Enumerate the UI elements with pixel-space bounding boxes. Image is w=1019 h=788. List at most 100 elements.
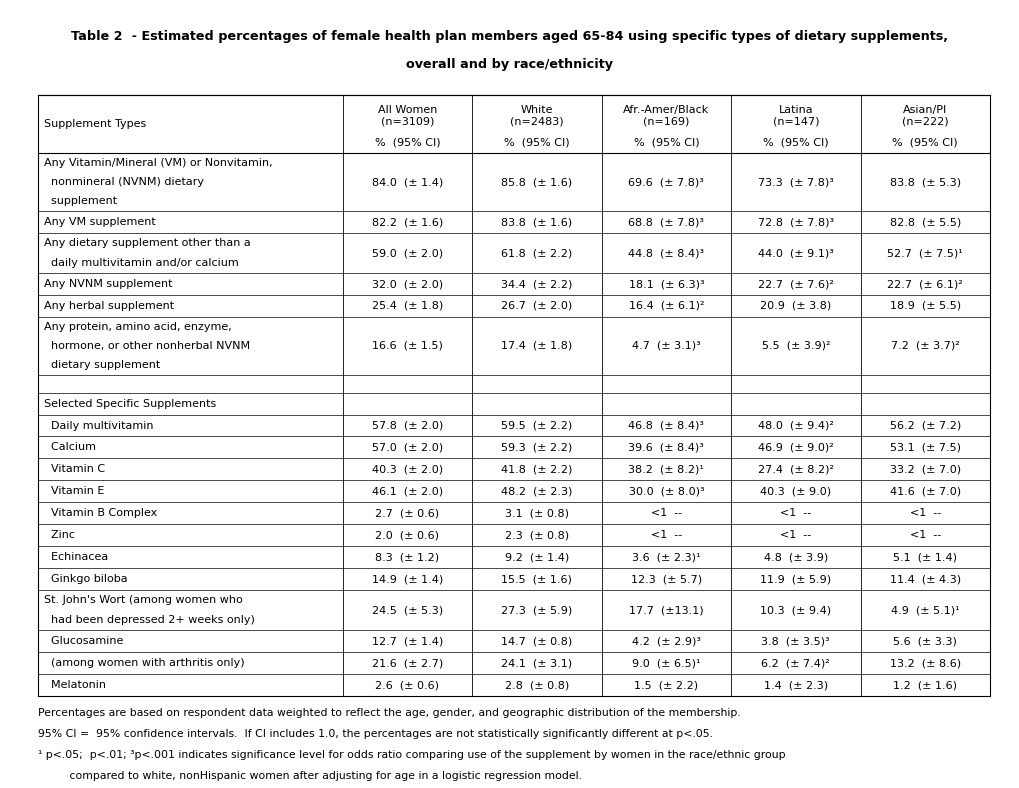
Text: 4.9  (± 5.1)¹: 4.9 (± 5.1)¹ — [890, 605, 959, 615]
Text: 3.8  (± 3.5)³: 3.8 (± 3.5)³ — [761, 636, 829, 646]
Text: 59.3  (± 2.2): 59.3 (± 2.2) — [500, 442, 572, 452]
Text: <1  --: <1 -- — [650, 530, 682, 541]
Text: 5.6  (± 3.3): 5.6 (± 3.3) — [893, 636, 956, 646]
Text: 4.7  (± 3.1)³: 4.7 (± 3.1)³ — [632, 341, 700, 351]
Text: 32.0  (± 2.0): 32.0 (± 2.0) — [372, 279, 442, 289]
Text: Daily multivitamin: Daily multivitamin — [44, 421, 153, 430]
Text: 82.8  (± 5.5): 82.8 (± 5.5) — [889, 217, 960, 227]
Text: Glucosamine: Glucosamine — [44, 636, 123, 646]
Text: 18.1  (± 6.3)³: 18.1 (± 6.3)³ — [628, 279, 703, 289]
Text: 52.7  (± 7.5)¹: 52.7 (± 7.5)¹ — [887, 248, 962, 258]
Text: 83.8  (± 1.6): 83.8 (± 1.6) — [500, 217, 572, 227]
Text: 24.1  (± 3.1): 24.1 (± 3.1) — [500, 658, 572, 668]
Text: Afr.-Amer/Black
(n=169): Afr.-Amer/Black (n=169) — [623, 105, 709, 126]
Text: (among women with arthritis only): (among women with arthritis only) — [44, 658, 245, 668]
Text: Percentages are based on respondent data weighted to reflect the age, gender, an: Percentages are based on respondent data… — [38, 708, 740, 718]
Text: 2.0  (± 0.6): 2.0 (± 0.6) — [375, 530, 439, 541]
Text: 39.6  (± 8.4)³: 39.6 (± 8.4)³ — [628, 442, 703, 452]
Text: 84.0  (± 1.4): 84.0 (± 1.4) — [371, 177, 442, 187]
Text: nonmineral (NVNM) dietary: nonmineral (NVNM) dietary — [44, 177, 204, 187]
Text: daily multivitamin and/or calcium: daily multivitamin and/or calcium — [44, 258, 238, 268]
Text: 5.1  (± 1.4): 5.1 (± 1.4) — [893, 552, 956, 562]
Text: 11.4  (± 4.3): 11.4 (± 4.3) — [889, 574, 960, 584]
Text: Table 2  - Estimated percentages of female health plan members aged 65-84 using : Table 2 - Estimated percentages of femal… — [71, 30, 948, 43]
Text: 16.6  (± 1.5): 16.6 (± 1.5) — [372, 341, 442, 351]
Text: <1  --: <1 -- — [650, 508, 682, 519]
Text: All Women
(n=3109): All Women (n=3109) — [377, 105, 436, 126]
Text: 69.6  (± 7.8)³: 69.6 (± 7.8)³ — [628, 177, 703, 187]
Bar — [38, 95, 989, 696]
Text: Vitamin B Complex: Vitamin B Complex — [44, 508, 157, 519]
Text: 11.9  (± 5.9): 11.9 (± 5.9) — [759, 574, 830, 584]
Text: Zinc: Zinc — [44, 530, 75, 541]
Text: 95% CI =  95% confidence intervals.  If CI includes 1.0, the percentages are not: 95% CI = 95% confidence intervals. If CI… — [38, 729, 712, 739]
Text: hormone, or other nonherbal NVNM: hormone, or other nonherbal NVNM — [44, 341, 250, 351]
Text: 44.8  (± 8.4)³: 44.8 (± 8.4)³ — [628, 248, 704, 258]
Text: 8.3  (± 1.2): 8.3 (± 1.2) — [375, 552, 439, 562]
Text: %  (95% CI): % (95% CI) — [503, 138, 569, 147]
Text: 14.9  (± 1.4): 14.9 (± 1.4) — [371, 574, 442, 584]
Text: 4.8  (± 3.9): 4.8 (± 3.9) — [763, 552, 827, 562]
Text: White
(n=2483): White (n=2483) — [510, 105, 564, 126]
Text: had been depressed 2+ weeks only): had been depressed 2+ weeks only) — [44, 615, 255, 625]
Text: 24.5  (± 5.3): 24.5 (± 5.3) — [372, 605, 442, 615]
Text: 17.7  (±13.1): 17.7 (±13.1) — [629, 605, 703, 615]
Text: 73.3  (± 7.8)³: 73.3 (± 7.8)³ — [757, 177, 833, 187]
Text: 3.6  (± 2.3)¹: 3.6 (± 2.3)¹ — [632, 552, 700, 562]
Text: Asian/PI
(n=222): Asian/PI (n=222) — [901, 105, 948, 126]
Text: 14.7  (± 0.8): 14.7 (± 0.8) — [500, 636, 572, 646]
Text: 12.7  (± 1.4): 12.7 (± 1.4) — [371, 636, 442, 646]
Text: <1  --: <1 -- — [780, 508, 811, 519]
Text: %  (95% CI): % (95% CI) — [374, 138, 440, 147]
Text: 9.2  (± 1.4): 9.2 (± 1.4) — [504, 552, 569, 562]
Text: ¹ p<.05;  p<.01; ³p<.001 indicates significance level for odds ratio comparing u: ¹ p<.05; p<.01; ³p<.001 indicates signif… — [38, 750, 785, 760]
Text: 30.0  (± 8.0)³: 30.0 (± 8.0)³ — [628, 486, 703, 496]
Text: 18.9  (± 5.5): 18.9 (± 5.5) — [889, 301, 960, 311]
Text: 33.2  (± 7.0): 33.2 (± 7.0) — [889, 464, 960, 474]
Text: 2.6  (± 0.6): 2.6 (± 0.6) — [375, 680, 439, 690]
Text: Vitamin C: Vitamin C — [44, 464, 105, 474]
Text: 57.8  (± 2.0): 57.8 (± 2.0) — [371, 421, 442, 430]
Text: 82.2  (± 1.6): 82.2 (± 1.6) — [371, 217, 442, 227]
Text: 27.3  (± 5.9): 27.3 (± 5.9) — [500, 605, 572, 615]
Text: %  (95% CI): % (95% CI) — [633, 138, 698, 147]
Text: 12.3  (± 5.7): 12.3 (± 5.7) — [630, 574, 701, 584]
Text: 83.8  (± 5.3): 83.8 (± 5.3) — [889, 177, 960, 187]
Text: overall and by race/ethnicity: overall and by race/ethnicity — [407, 58, 612, 71]
Text: 1.2  (± 1.6): 1.2 (± 1.6) — [893, 680, 956, 690]
Text: 22.7  (± 6.1)²: 22.7 (± 6.1)² — [887, 279, 962, 289]
Text: Supplement Types: Supplement Types — [44, 119, 146, 129]
Text: <1  --: <1 -- — [780, 530, 811, 541]
Text: 1.5  (± 2.2): 1.5 (± 2.2) — [634, 680, 698, 690]
Text: <1  --: <1 -- — [909, 508, 940, 519]
Text: 22.7  (± 7.6)²: 22.7 (± 7.6)² — [757, 279, 833, 289]
Text: Any Vitamin/Mineral (VM) or Nonvitamin,: Any Vitamin/Mineral (VM) or Nonvitamin, — [44, 158, 272, 168]
Text: 40.3  (± 2.0): 40.3 (± 2.0) — [372, 464, 442, 474]
Text: 27.4  (± 8.2)²: 27.4 (± 8.2)² — [757, 464, 833, 474]
Text: 40.3  (± 9.0): 40.3 (± 9.0) — [759, 486, 830, 496]
Text: Any dietary supplement other than a: Any dietary supplement other than a — [44, 238, 251, 248]
Text: 56.2  (± 7.2): 56.2 (± 7.2) — [889, 421, 960, 430]
Text: 72.8  (± 7.8)³: 72.8 (± 7.8)³ — [757, 217, 834, 227]
Text: 2.7  (± 0.6): 2.7 (± 0.6) — [375, 508, 439, 519]
Text: Melatonin: Melatonin — [44, 680, 106, 690]
Text: 48.2  (± 2.3): 48.2 (± 2.3) — [500, 486, 572, 496]
Text: 15.5  (± 1.6): 15.5 (± 1.6) — [501, 574, 572, 584]
Text: 1.4  (± 2.3): 1.4 (± 2.3) — [763, 680, 827, 690]
Text: St. John's Wort (among women who: St. John's Wort (among women who — [44, 595, 243, 605]
Text: 59.5  (± 2.2): 59.5 (± 2.2) — [500, 421, 572, 430]
Text: Latina
(n=147): Latina (n=147) — [771, 105, 818, 126]
Text: Vitamin E: Vitamin E — [44, 486, 104, 496]
Text: Any herbal supplement: Any herbal supplement — [44, 301, 174, 311]
Text: 57.0  (± 2.0): 57.0 (± 2.0) — [372, 442, 442, 452]
Text: <1  --: <1 -- — [909, 530, 940, 541]
Text: Echinacea: Echinacea — [44, 552, 108, 562]
Text: Calcium: Calcium — [44, 442, 96, 452]
Text: 3.1  (± 0.8): 3.1 (± 0.8) — [504, 508, 569, 519]
Text: dietary supplement: dietary supplement — [44, 360, 160, 370]
Text: 9.0  (± 6.5)¹: 9.0 (± 6.5)¹ — [632, 658, 700, 668]
Text: 41.8  (± 2.2): 41.8 (± 2.2) — [500, 464, 572, 474]
Text: 13.2  (± 8.6): 13.2 (± 8.6) — [889, 658, 960, 668]
Text: Any VM supplement: Any VM supplement — [44, 217, 156, 227]
Text: 5.5  (± 3.9)²: 5.5 (± 3.9)² — [761, 341, 829, 351]
